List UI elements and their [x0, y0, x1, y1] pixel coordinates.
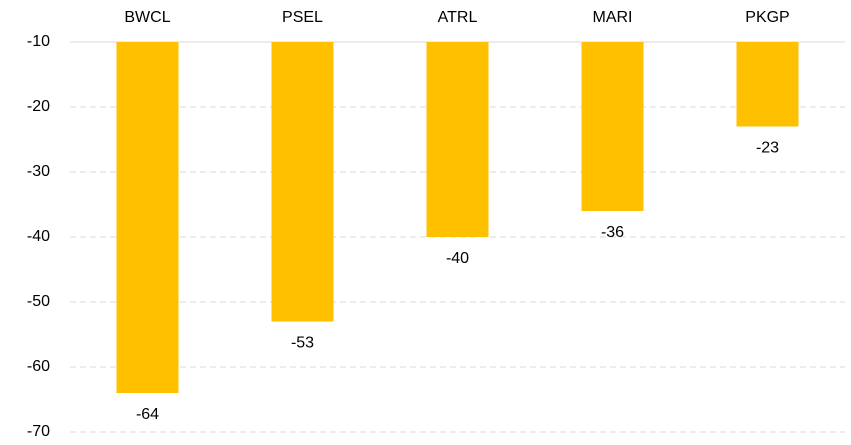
- bar: [736, 42, 799, 127]
- y-tick-label: -60: [27, 358, 50, 375]
- y-tick-label: -50: [27, 293, 50, 310]
- x-tick-label: PKGP: [745, 9, 789, 26]
- x-tick-label: MARI: [593, 9, 633, 26]
- bar: [116, 42, 179, 393]
- x-tick-label: PSEL: [282, 9, 323, 26]
- bar: [271, 42, 334, 322]
- y-tick-label: -20: [27, 98, 50, 115]
- data-label: -64: [136, 406, 159, 423]
- y-tick-label: -40: [27, 228, 50, 245]
- x-tick-label: BWCL: [124, 9, 170, 26]
- x-tick-label: ATRL: [438, 9, 478, 26]
- data-label: -36: [601, 224, 624, 241]
- y-tick-label: -70: [27, 423, 50, 440]
- data-label: -40: [446, 250, 469, 267]
- y-tick-label: -10: [27, 33, 50, 50]
- bar: [581, 42, 644, 211]
- bar: [426, 42, 489, 237]
- y-tick-label: -30: [27, 163, 50, 180]
- data-label: -23: [756, 140, 779, 157]
- data-label: -53: [291, 335, 314, 352]
